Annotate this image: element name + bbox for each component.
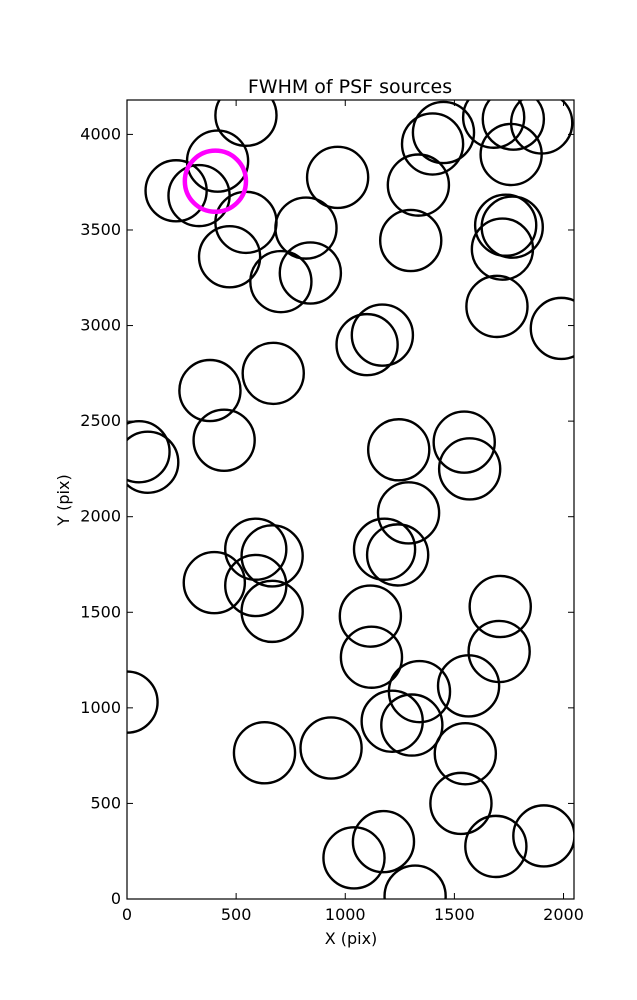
psf-source-circle (214, 100, 278, 148)
psf-source-circle (436, 654, 501, 718)
y-tick-label: 3500 (80, 220, 121, 239)
psf-source-circle (380, 693, 444, 757)
y-tick-label: 3000 (80, 316, 121, 335)
psf-source-circle (274, 196, 338, 260)
psf-source-circle (432, 410, 496, 474)
y-axis: 0 500 1000 1500 2000 2500 3000 3500 4000 (80, 124, 574, 908)
psf-source-circle (278, 241, 343, 305)
psf-source-circle (352, 517, 417, 581)
psf-source-circle (465, 274, 529, 339)
psf-source-circle (386, 153, 451, 217)
psf-source-circle (350, 303, 415, 367)
psf-source-circle (299, 716, 363, 780)
psf-source-circle (411, 100, 476, 165)
psf-source-circle (351, 809, 416, 874)
psf-source-circle (249, 249, 313, 314)
psf-source-circle (376, 481, 441, 545)
psf-source-circle (240, 579, 304, 644)
y-tick-label: 2000 (80, 507, 121, 526)
plot-frame (126, 99, 575, 900)
x-tick-label: 500 (221, 905, 252, 924)
psf-source-circle (127, 419, 171, 484)
psf-source-circle (127, 670, 159, 734)
psf-source-circle (473, 193, 538, 257)
x-axis-label: X (pix) (325, 929, 378, 948)
psf-source-circle (366, 418, 431, 482)
psf-source-circle (224, 517, 288, 581)
psf-source-circle (339, 625, 404, 689)
psf-source-circle (512, 804, 574, 868)
psf-source-circle (479, 122, 543, 187)
psf-source-circle (437, 437, 502, 501)
psf-source-circle (305, 145, 370, 210)
psf-source-circle (232, 721, 297, 785)
psf-source-circle (429, 771, 493, 836)
psf-source-circle (400, 112, 465, 176)
psf-source-circle (214, 190, 278, 255)
psf-source-circle (467, 619, 531, 684)
x-tick-label: 1000 (325, 905, 366, 924)
psf-source-circle (178, 358, 242, 423)
psf-source-circle (192, 408, 256, 473)
psf-source-circle (144, 159, 208, 223)
y-tick-label: 500 (90, 793, 121, 812)
y-axis-label: Y (pix) (54, 474, 73, 526)
x-tick-label: 1500 (434, 905, 475, 924)
y-tick-label: 1500 (80, 602, 121, 621)
highlighted-source-circle (182, 148, 249, 215)
x-tick-label: 2000 (543, 905, 584, 924)
y-tick-label: 0 (111, 889, 121, 908)
psf-source-circle (182, 550, 247, 615)
psf-source-circle (241, 341, 305, 406)
psf-source-circle (468, 574, 532, 639)
psf-source-circle (383, 864, 447, 899)
plot-area (127, 100, 574, 899)
psf-source-circle (240, 524, 304, 588)
psf-source-circle (360, 689, 424, 753)
psf-source-circle (365, 523, 430, 587)
psf-source-circle (464, 814, 528, 879)
psf-source-circle (338, 584, 403, 648)
y-tick-label: 2500 (80, 411, 121, 430)
psf-source-circle (529, 296, 574, 361)
y-tick-label: 1000 (80, 698, 121, 717)
psf-source-circle (481, 100, 546, 151)
psf-source-circle (433, 721, 498, 786)
psf-source-circle (378, 208, 443, 273)
psf-source-circle (322, 826, 386, 890)
chart-title: FWHM of PSF sources (248, 76, 452, 98)
y-tick-label: 4000 (80, 124, 121, 143)
psf-source-circle (461, 100, 526, 149)
x-axis: 0 500 1000 1500 2000 (122, 100, 584, 924)
psf-source-circle (167, 163, 231, 228)
psf-source-circle (197, 224, 262, 289)
psf-source-circle (335, 312, 399, 377)
psf-source-circle (127, 430, 180, 494)
psf-source-circle (470, 217, 535, 281)
x-tick-label: 0 (122, 905, 132, 924)
